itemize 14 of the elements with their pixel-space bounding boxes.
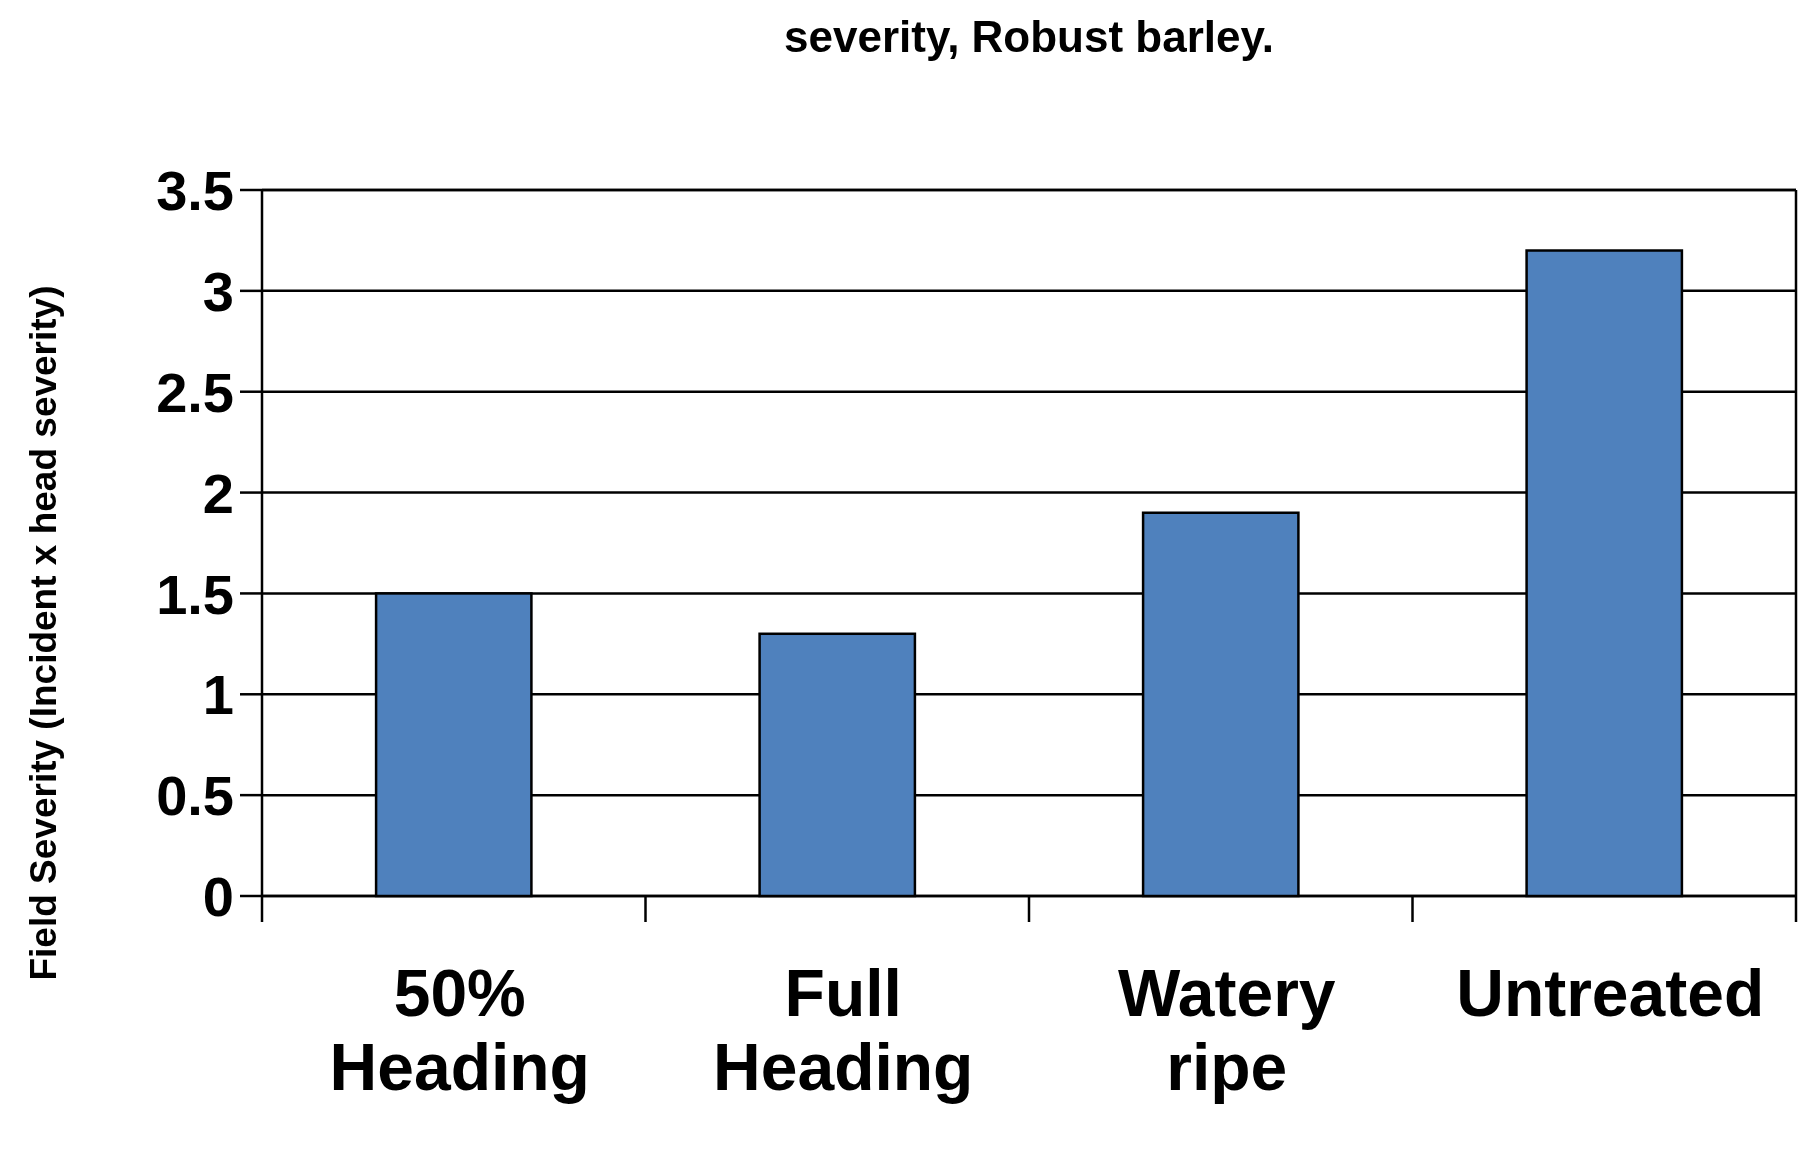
y-tick-label: 2 xyxy=(202,461,234,525)
x-tick-label: Watery ripe xyxy=(1117,956,1336,1104)
y-tick-label: 2.5 xyxy=(156,360,234,424)
y-tick-label: 3.5 xyxy=(156,159,234,223)
x-tick-label: 50% Heading xyxy=(329,956,590,1104)
x-tick-label: Untreated xyxy=(1456,956,1765,1030)
y-axis-title: Field Severity (Incident x head severity) xyxy=(23,285,64,981)
chart-title: severity, Robust barley. xyxy=(784,12,1274,61)
y-tick-label: 0.5 xyxy=(156,764,234,828)
y-tick-label: 1 xyxy=(202,663,234,727)
x-tick-label: Full Heading xyxy=(713,956,974,1104)
y-tick-label: 3 xyxy=(202,260,234,324)
y-tick-label: 0 xyxy=(202,865,234,929)
y-tick-label: 1.5 xyxy=(156,562,234,626)
